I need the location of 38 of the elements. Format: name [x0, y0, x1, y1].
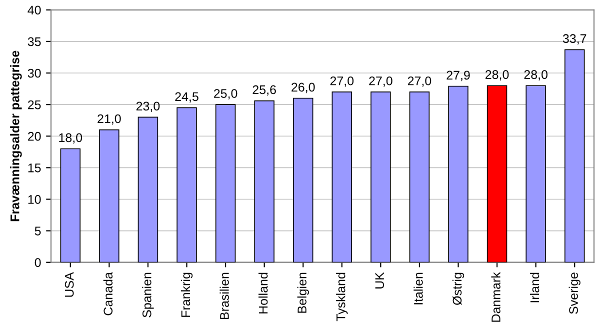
y-tick-label: 10	[28, 195, 41, 204]
x-tick-label: Tyskland	[336, 272, 348, 322]
y-tick-label: 30	[28, 68, 41, 78]
y-axis-title: Fravænningsalder pattegrise	[10, 50, 22, 222]
data-label: 33,7	[562, 34, 586, 44]
x-tick-label: Østrig	[452, 272, 464, 305]
data-label: 18,0	[59, 133, 82, 144]
x-tick-label: Irland	[530, 272, 540, 302]
data-label: 28,0	[486, 70, 509, 80]
y-tick-label: 35	[28, 37, 41, 46]
y-tick-label: 0	[34, 258, 41, 267]
x-tick-label: Danmark	[491, 272, 500, 322]
x-tick-label: Canada	[103, 272, 113, 316]
y-tick-label: 5	[34, 226, 41, 236]
data-label: 24,5	[175, 92, 198, 103]
y-tick-label: 25	[28, 100, 41, 110]
data-label: 27,0	[330, 76, 354, 87]
x-tick-label: Holland	[258, 272, 268, 314]
y-tick-label: 15	[28, 164, 41, 172]
data-label: 25,0	[214, 89, 238, 100]
x-tick-label: Brasilien	[220, 272, 229, 319]
data-label: 23,0	[136, 102, 160, 112]
x-tick-label: Belgien	[297, 272, 309, 313]
data-label: 27,0	[369, 76, 392, 87]
data-label: 28,0	[524, 70, 548, 80]
data-label: 21,0	[98, 114, 121, 125]
y-tick-label: 40	[28, 6, 41, 15]
x-tick-label: UK	[375, 272, 384, 288]
x-tick-label: Spanien	[142, 272, 154, 318]
x-tick-label: USA	[64, 272, 74, 297]
data-label: 26,0	[292, 82, 315, 94]
x-tick-label: Frankrig	[180, 272, 193, 317]
data-label: 25,6	[252, 85, 276, 96]
data-label: 27,0	[408, 76, 432, 87]
y-tick-label: 20	[28, 132, 41, 141]
x-tick-label: Sverige	[568, 272, 580, 314]
x-tick-label: Italien	[414, 272, 423, 304]
data-label: 27,9	[446, 70, 470, 82]
